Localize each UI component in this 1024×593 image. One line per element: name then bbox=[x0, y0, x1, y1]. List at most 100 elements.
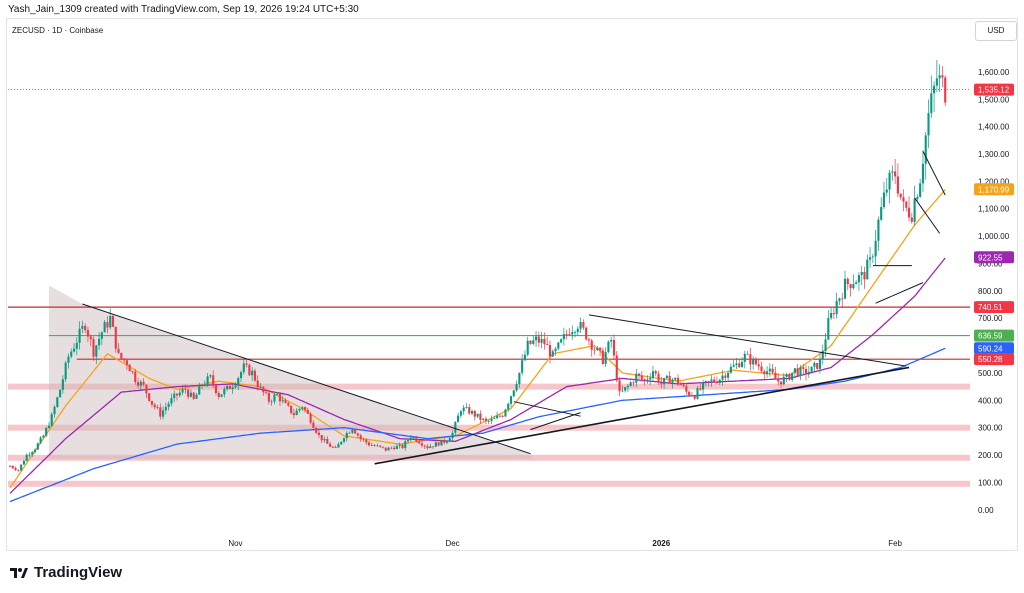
candle-body bbox=[537, 336, 540, 343]
candle-body bbox=[20, 464, 23, 471]
candle bbox=[234, 382, 237, 389]
candle-body bbox=[632, 382, 635, 384]
candle bbox=[198, 382, 201, 395]
candle bbox=[340, 441, 343, 446]
candle-body bbox=[891, 171, 894, 173]
candle bbox=[512, 390, 515, 398]
candle bbox=[56, 396, 59, 408]
candle bbox=[81, 320, 84, 334]
candle-body bbox=[53, 406, 56, 415]
candle-body bbox=[251, 370, 254, 376]
candle-body bbox=[61, 379, 64, 390]
candle bbox=[668, 371, 671, 384]
candle-body bbox=[710, 379, 713, 382]
candle bbox=[448, 436, 451, 441]
candle bbox=[370, 442, 373, 447]
candle-body bbox=[804, 368, 808, 375]
candle-body bbox=[738, 363, 741, 368]
candle bbox=[117, 342, 120, 354]
candle bbox=[896, 163, 899, 198]
candle-body bbox=[688, 391, 691, 396]
candle-body bbox=[760, 366, 763, 372]
candle bbox=[295, 408, 298, 416]
candle bbox=[857, 272, 860, 291]
candle bbox=[298, 408, 301, 413]
candle-body bbox=[142, 381, 145, 385]
candle-body bbox=[713, 379, 716, 382]
candle-body bbox=[262, 386, 265, 393]
candle bbox=[902, 189, 905, 212]
candle-body bbox=[242, 363, 245, 373]
candle bbox=[498, 413, 501, 418]
candle-body bbox=[367, 442, 371, 446]
candle-body bbox=[226, 385, 229, 390]
candle bbox=[724, 372, 727, 382]
x-tick-label: Nov bbox=[228, 539, 242, 548]
candle bbox=[476, 413, 479, 418]
candle bbox=[579, 317, 582, 334]
candle bbox=[674, 377, 677, 382]
candle-body bbox=[560, 339, 563, 343]
candle bbox=[702, 379, 705, 396]
candle bbox=[86, 326, 89, 342]
candle-body bbox=[404, 441, 407, 449]
candle-body bbox=[916, 196, 919, 200]
candle bbox=[114, 326, 117, 353]
candle bbox=[434, 440, 437, 447]
candle bbox=[195, 392, 198, 400]
candle-body bbox=[459, 411, 462, 416]
candle-body bbox=[663, 378, 666, 385]
candle-body bbox=[729, 366, 732, 373]
candle bbox=[846, 277, 849, 291]
wedge-area bbox=[48, 285, 534, 460]
candle-body bbox=[757, 364, 760, 367]
candle bbox=[543, 332, 546, 350]
candle-body bbox=[72, 348, 76, 352]
candle bbox=[760, 361, 763, 374]
candle-body bbox=[434, 442, 437, 447]
candle bbox=[587, 337, 591, 345]
candle-body bbox=[75, 342, 78, 349]
candle-body bbox=[47, 425, 51, 428]
candle bbox=[95, 344, 98, 365]
candle bbox=[532, 335, 535, 346]
candle bbox=[596, 346, 599, 352]
candle-body bbox=[838, 298, 841, 302]
candle bbox=[214, 383, 218, 396]
candle bbox=[175, 393, 179, 401]
candle bbox=[351, 429, 354, 434]
price-tag: 740.51 bbox=[974, 301, 1014, 314]
candle bbox=[629, 380, 632, 387]
candle bbox=[387, 446, 390, 451]
candle bbox=[418, 440, 421, 445]
candle-body bbox=[457, 415, 460, 423]
candle-body bbox=[933, 85, 936, 94]
candle bbox=[849, 283, 852, 297]
currency-selector[interactable]: USD bbox=[975, 21, 1017, 41]
y-tick-label: 400.00 bbox=[978, 396, 1003, 405]
tradingview-logo[interactable]: TradingView bbox=[8, 564, 122, 581]
symbol-label[interactable]: ZECUSD · 1D · Coinbase bbox=[12, 26, 104, 35]
candle-body bbox=[724, 375, 727, 378]
candle-body bbox=[98, 338, 101, 346]
candle bbox=[131, 370, 134, 375]
candle-body bbox=[573, 332, 577, 333]
candle-body bbox=[287, 403, 290, 406]
candle bbox=[944, 75, 947, 106]
candle bbox=[713, 376, 716, 383]
candle-body bbox=[25, 454, 28, 462]
candle-body bbox=[429, 446, 432, 449]
candle-body bbox=[646, 379, 649, 381]
y-tick-label: 1,200.00 bbox=[978, 177, 1010, 186]
candle-body bbox=[896, 176, 899, 194]
candle-body bbox=[629, 382, 632, 386]
candle-body bbox=[418, 441, 421, 444]
candle-body bbox=[256, 380, 259, 387]
price-tag-label: 740.51 bbox=[978, 303, 1003, 312]
candle bbox=[749, 348, 752, 371]
candle-body bbox=[451, 432, 454, 439]
candle-body bbox=[640, 375, 643, 380]
candle bbox=[869, 247, 872, 269]
candle bbox=[187, 387, 190, 400]
